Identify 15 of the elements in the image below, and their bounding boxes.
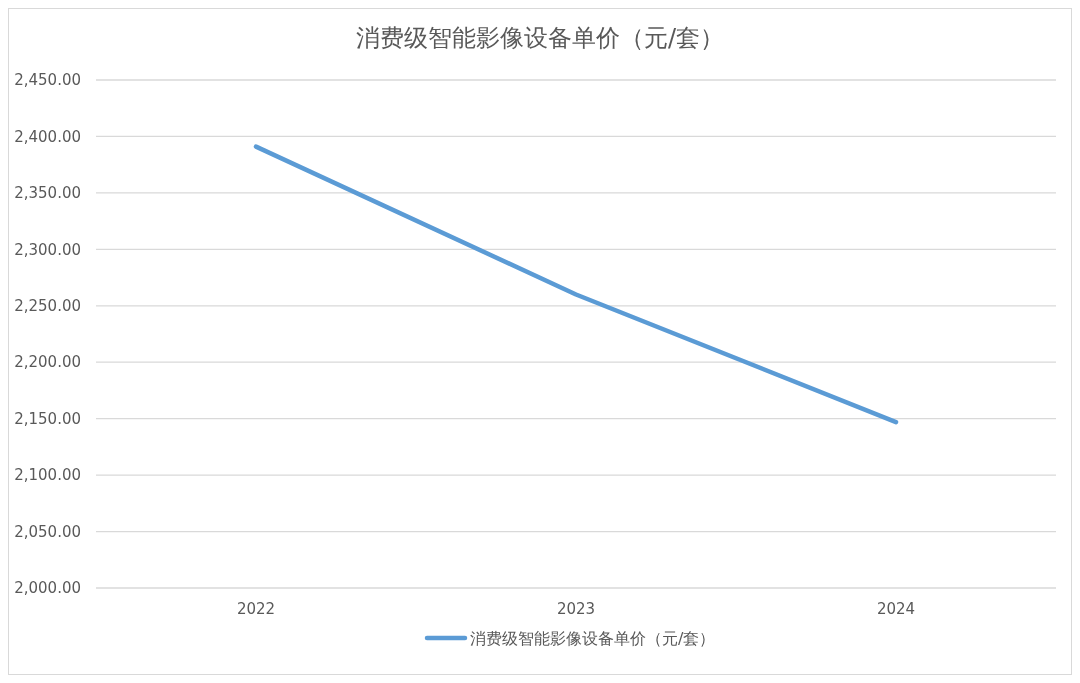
x-tick-label: 2022 bbox=[236, 600, 276, 618]
y-tick-label: 2,150.00 bbox=[14, 409, 81, 428]
x-tick-label: 2023 bbox=[556, 600, 596, 618]
y-tick-label: 2,250.00 bbox=[14, 297, 81, 316]
y-tick-label: 2,350.00 bbox=[14, 184, 81, 203]
y-tick-label: 2,400.00 bbox=[14, 127, 81, 146]
y-tick-label: 2,300.00 bbox=[14, 240, 81, 259]
y-tick-label: 2,100.00 bbox=[14, 466, 81, 485]
legend-label: 消费级智能影像设备单价（元/套） bbox=[470, 629, 716, 648]
y-tick-label: 2,450.00 bbox=[14, 71, 81, 90]
chart-title: 消费级智能影像设备单价（元/套） bbox=[355, 24, 725, 52]
y-tick-label: 2,200.00 bbox=[14, 353, 81, 372]
x-tick-label: 2024 bbox=[876, 600, 916, 618]
y-tick-label: 2,000.00 bbox=[14, 579, 81, 598]
y-tick-label: 2,050.00 bbox=[14, 522, 81, 541]
